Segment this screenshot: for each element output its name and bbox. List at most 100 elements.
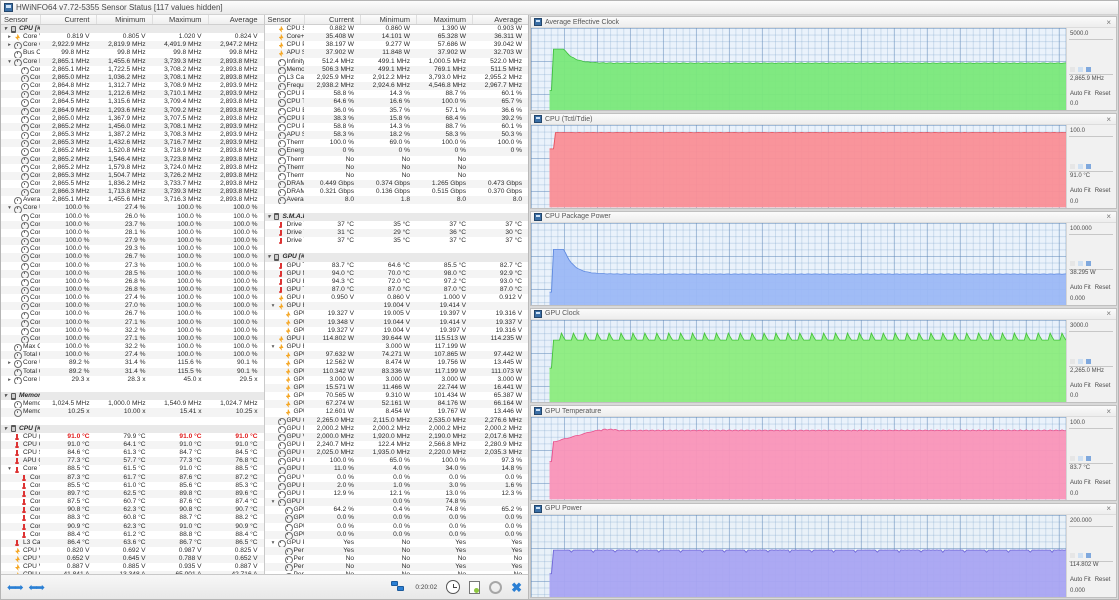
sensor-row[interactable]: Core 7 T0 Effective Clock 2,865.5 MHz 1,83… xyxy=(1,180,264,189)
sensor-row[interactable]: L3 Cache 86.4 °C 63.6 °C 86.7 °C 86.5 °C xyxy=(1,538,264,547)
sensor-row[interactable]: Drive Temperature 37 °C 35 °C 37 °C 37 °C xyxy=(265,221,529,229)
graph-color-swatches[interactable] xyxy=(1070,261,1091,267)
chevron-down-icon[interactable]: ▾ xyxy=(4,425,7,432)
sensor-row[interactable]: Core 3 T0 Usage 100.0 % 27.3 % 100.0 % 100.0… xyxy=(1,262,264,270)
sensor-row[interactable]: GPU Effective Clock 2,240.7 MHz 122.4 MHz 2… xyxy=(265,441,529,450)
sensor-row[interactable]: GPU Memory Controller Load 11.0 % 4.0 % 34.… xyxy=(264,465,528,474)
graph-color-swatches[interactable] xyxy=(1070,66,1091,72)
sensor-row[interactable]: ▸ Core Clocks 2,922.9 MHz 2,819.9 MHz 4,491.… xyxy=(1,41,264,50)
sensor-row[interactable]: CPU VDDCR_SR Voltage (SVI3 TFN) 0.887 V 0.… xyxy=(1,563,264,571)
sensor-row[interactable]: CPU Core Current (SVI3 TFN)41.841 A13.34… xyxy=(1,571,264,574)
sensor-row[interactable]: GPU FBVDD Output Voltage 19.327 V 19.004 V… xyxy=(265,327,529,335)
swatch-min[interactable] xyxy=(1070,456,1075,461)
sensor-row[interactable]: GPU Input PP Source Power (sum) 15.571 W 1… xyxy=(264,383,528,393)
sensor-row[interactable]: Memory Controller Clock (UCLK) 506.3 MHz 4… xyxy=(264,65,528,74)
sensor-row[interactable]: GPU PCIe +3.3V Input Power (est) 3.000 W 3… xyxy=(265,376,529,384)
sensor-row[interactable]: Infinity Fabric Clock (FCLK) 512.4 MHz 499… xyxy=(265,58,529,66)
header-maximum[interactable]: Maximum xyxy=(151,15,208,24)
sensor-row[interactable]: GPU Video Encode 0 Usage 0.0 % 0.0 % 0.0 % 0… xyxy=(265,523,529,531)
sensor-row[interactable]: Drive Temperature 3 37 °C 35 °C 37 °C 37 °C xyxy=(265,237,529,245)
swatch-avg[interactable] xyxy=(1078,553,1083,559)
sensor-row[interactable]: GPU Thermal Limit 87.0 °C 87.0 °C 87.0 °C 87… xyxy=(264,286,528,295)
header-minimum[interactable]: Minimum xyxy=(95,15,152,24)
sensor-row[interactable]: Average Active Core Count 8.0 1.8 8.0 8.0 xyxy=(264,196,528,205)
sensor-row[interactable]: Memory Clock Ratio 10.25 x 10.00 x 15.41 x 1… xyxy=(1,408,264,417)
auto-fit-button[interactable]: Auto Fit xyxy=(1070,479,1091,486)
sensor-row[interactable]: Core 7 T1 Effective Clock 2,866.3 MHz 1,71… xyxy=(1,188,264,197)
reset-button[interactable]: Reset xyxy=(1094,285,1111,292)
sensor-row[interactable]: GPU Memory Clock 2,000.2 MHz 2,000.2 MHz 2,… xyxy=(265,425,529,433)
sensor-row[interactable]: Core 5 T0 Effective Clock 2,865.2 MHz 1,52… xyxy=(1,147,264,156)
sensor-row[interactable]: DRAM Write Bandwidth 0.321 Gbps 0.136 Gbps… xyxy=(265,188,529,197)
sensor-row[interactable]: GPU Power 114.802 W 39.644 W 115.513 W 114.2… xyxy=(264,334,528,344)
sensor-row[interactable]: Core6 90.9 °C 62.3 °C 91.0 °C 90.9 °C xyxy=(1,522,264,531)
sensor-row[interactable]: CPU VDDCR_SOC Voltage (SVI3 TFN) 0.652 V 0… xyxy=(1,555,264,564)
sensor-row[interactable]: Core 7 T0 Usage 100.0 % 32.2 % 100.0 % 100.0… xyxy=(1,327,264,335)
sensor-row[interactable]: Energy Performance Preference 0 % 0 % 0 % 0 … xyxy=(264,147,528,156)
clock-icon[interactable] xyxy=(446,580,461,594)
header-maximum[interactable]: Maximum xyxy=(416,15,472,24)
sensor-row[interactable]: Core 0 T0 Usage 100.0 % 26.0 % 100.0 % 100.0… xyxy=(1,213,264,221)
sensor-row[interactable]: Core7 88.4 °C 61.2 °C 88.8 °C 88.4 °C xyxy=(1,531,264,539)
sensor-row[interactable]: GPU Video Engine Load 0.0 % 0.0 % 0.0 % 0.0 … xyxy=(265,474,529,482)
sensor-row[interactable]: Core 3 T0 Effective Clock 2,865.0 MHz 1,36… xyxy=(1,115,264,123)
sensor-row[interactable]: CPU (Tctl/Tdie) 91.0 °C 79.9 °C 91.0 °C 91.0… xyxy=(1,433,264,441)
sensor-row[interactable]: GPU D3D Usage 64.2 % 0.4 % 74.8 % 65.2 % xyxy=(265,506,529,515)
sensor-row[interactable]: Thermal Throttling (PROCHOT EXT) No No No xyxy=(265,172,529,180)
sensor-row[interactable]: ▸ Core VIDs 0.819 V 0.805 V 1.020 V 0.824 V xyxy=(1,33,264,41)
chevron-right-icon[interactable]: ▸ xyxy=(8,360,11,367)
sensor-row[interactable]: Performance Limit - Reliability VoltageN… xyxy=(264,563,528,572)
chevron-down-icon[interactable]: ▾ xyxy=(4,26,7,32)
reset-button[interactable]: Reset xyxy=(1094,187,1111,194)
close-icon[interactable]: × xyxy=(1106,309,1111,319)
graph-color-swatches[interactable] xyxy=(1070,456,1091,461)
sensor-row[interactable]: APU GFX 77.3 °C 57.7 °C 77.3 °C 76.8 °C xyxy=(1,457,264,466)
sensor-row[interactable]: APU STAPM Limit 58.3 % 18.2 % 58.3 % 50.3 % xyxy=(264,131,528,140)
swatch-max[interactable] xyxy=(1086,553,1091,559)
sensor-row[interactable]: DRAM Read Bandwidth 0.449 Gbps 0.374 Gbps 1… xyxy=(264,179,528,189)
graph-plot-area[interactable] xyxy=(531,514,1066,597)
chevron-down-icon[interactable]: ▾ xyxy=(271,303,275,310)
sensor-group-row[interactable]: ▾ GPU [#0]: NVIDIA GeForce RTX 4060 Lapto… xyxy=(264,253,528,262)
sensor-row[interactable]: Core 5 T1 Effective Clock 2,865.2 MHz 1,54… xyxy=(1,155,264,164)
collapse-all-icon[interactable]: ⬅➡ xyxy=(7,581,24,594)
sensor-row[interactable]: ▾ GPU Rail Voltages 19.004 V 19.414 V xyxy=(264,302,528,311)
header-average[interactable]: Average xyxy=(207,15,264,24)
sensor-group-row[interactable]: ▾ S.M.A.R.T.: YMTC PC300-512GB-B (YMA2512… xyxy=(264,212,528,221)
sensor-row[interactable]: Core 0 T0 Effective Clock 2,865.1 MHz 1,72… xyxy=(1,66,264,74)
sensor-row[interactable]: GPU Clock 2,265.0 MHz 2,115.0 MHz 2,535.0 M… xyxy=(264,416,528,425)
sensor-row[interactable]: Core 2 T1 Effective Clock 2,864.9 MHz 1,29… xyxy=(1,106,264,115)
sensor-group-row[interactable]: ▾ CPU [#0]: AMD Ryzen 7 7735H: Enhanced xyxy=(1,424,264,433)
sensor-row[interactable]: Thermal Throttling (HTC) No No No xyxy=(265,156,529,164)
chevron-down-icon[interactable]: ▾ xyxy=(267,254,271,261)
sensor-row[interactable]: CPU TDC Limit 64.6 % 16.6 % 100.0 % 65.7 % xyxy=(264,98,528,107)
chevron-right-icon[interactable]: ▸ xyxy=(8,42,11,49)
sensor-row[interactable]: Thermal Limit 100.0 % 69.0 % 100.0 % 100.0 % xyxy=(265,139,529,148)
sensor-row[interactable]: GPU Core Load 100.0 % 65.0 % 100.0 % 97.3 % xyxy=(265,457,529,466)
graph-color-swatches[interactable] xyxy=(1070,358,1091,364)
sensor-row[interactable]: Bus Clock 99.8 MHz 99.8 MHz 99.8 MHz 99.8 MH… xyxy=(1,49,264,58)
sensor-row[interactable]: Core 3 T1 Effective Clock 2,865.2 MHz 1,45… xyxy=(1,122,264,132)
sensor-row[interactable]: GPU Core (NVVDD) Output Power 70.565 W 9.3… xyxy=(265,392,529,400)
sensor-row[interactable]: Core3 87.5 °C 60.7 °C 87.6 °C 87.4 °C xyxy=(1,498,264,506)
sensor-row[interactable]: Core 4 T0 Usage 100.0 % 26.8 % 100.0 % 100.0… xyxy=(1,278,264,286)
sensor-row[interactable]: GPU Crossbar Clock 2,025.0 MHz 1,935.0 MHz… xyxy=(264,449,528,458)
sensor-row[interactable]: Core 1 T0 Usage 100.0 % 28.1 % 100.0 % 100.0… xyxy=(1,229,264,238)
sensor-row[interactable]: ▾ Core Usage 100.0 % 27.4 % 100.0 % 100.0 % xyxy=(1,204,264,213)
sensor-group-row[interactable]: ▾ CPU [#0]: AMD Ryzen 7 7735H xyxy=(1,25,264,34)
sensor-row[interactable]: Core 0 T1 Usage 100.0 % 23.7 % 100.0 % 100.0… xyxy=(1,220,264,229)
sensor-row[interactable]: GPU Memory Usage 12.9 % 12.1 % 13.0 % 12.3 % xyxy=(265,490,529,499)
chevron-down-icon[interactable]: ▾ xyxy=(8,466,11,473)
sensor-row[interactable]: Frequency Limit - Global 2,938.2 MHz 2,924… xyxy=(264,82,528,91)
sensor-row[interactable]: Core 7 T1 Usage 100.0 % 27.1 % 100.0 % 100.0… xyxy=(1,334,264,344)
sensor-row[interactable]: Total CPU Usage 100.0 % 27.4 % 100.0 % 100.0… xyxy=(1,351,264,360)
chevron-right-icon[interactable]: ▸ xyxy=(8,34,11,41)
sensor-row[interactable]: Max CPU/Thread Usage 100.0 % 32.2 % 100.0 %… xyxy=(1,343,264,352)
chevron-down-icon[interactable]: ▾ xyxy=(8,58,11,65)
sensor-row[interactable]: CPU SoC Power (SVI3 TFN) 0.882 W 0.860 W 1.… xyxy=(265,25,529,33)
swatch-max[interactable] xyxy=(1086,358,1091,364)
sensor-row[interactable]: Core 4 T1 Usage 100.0 % 26.8 % 100.0 % 100.0… xyxy=(1,286,264,295)
swatch-max[interactable] xyxy=(1086,456,1091,461)
